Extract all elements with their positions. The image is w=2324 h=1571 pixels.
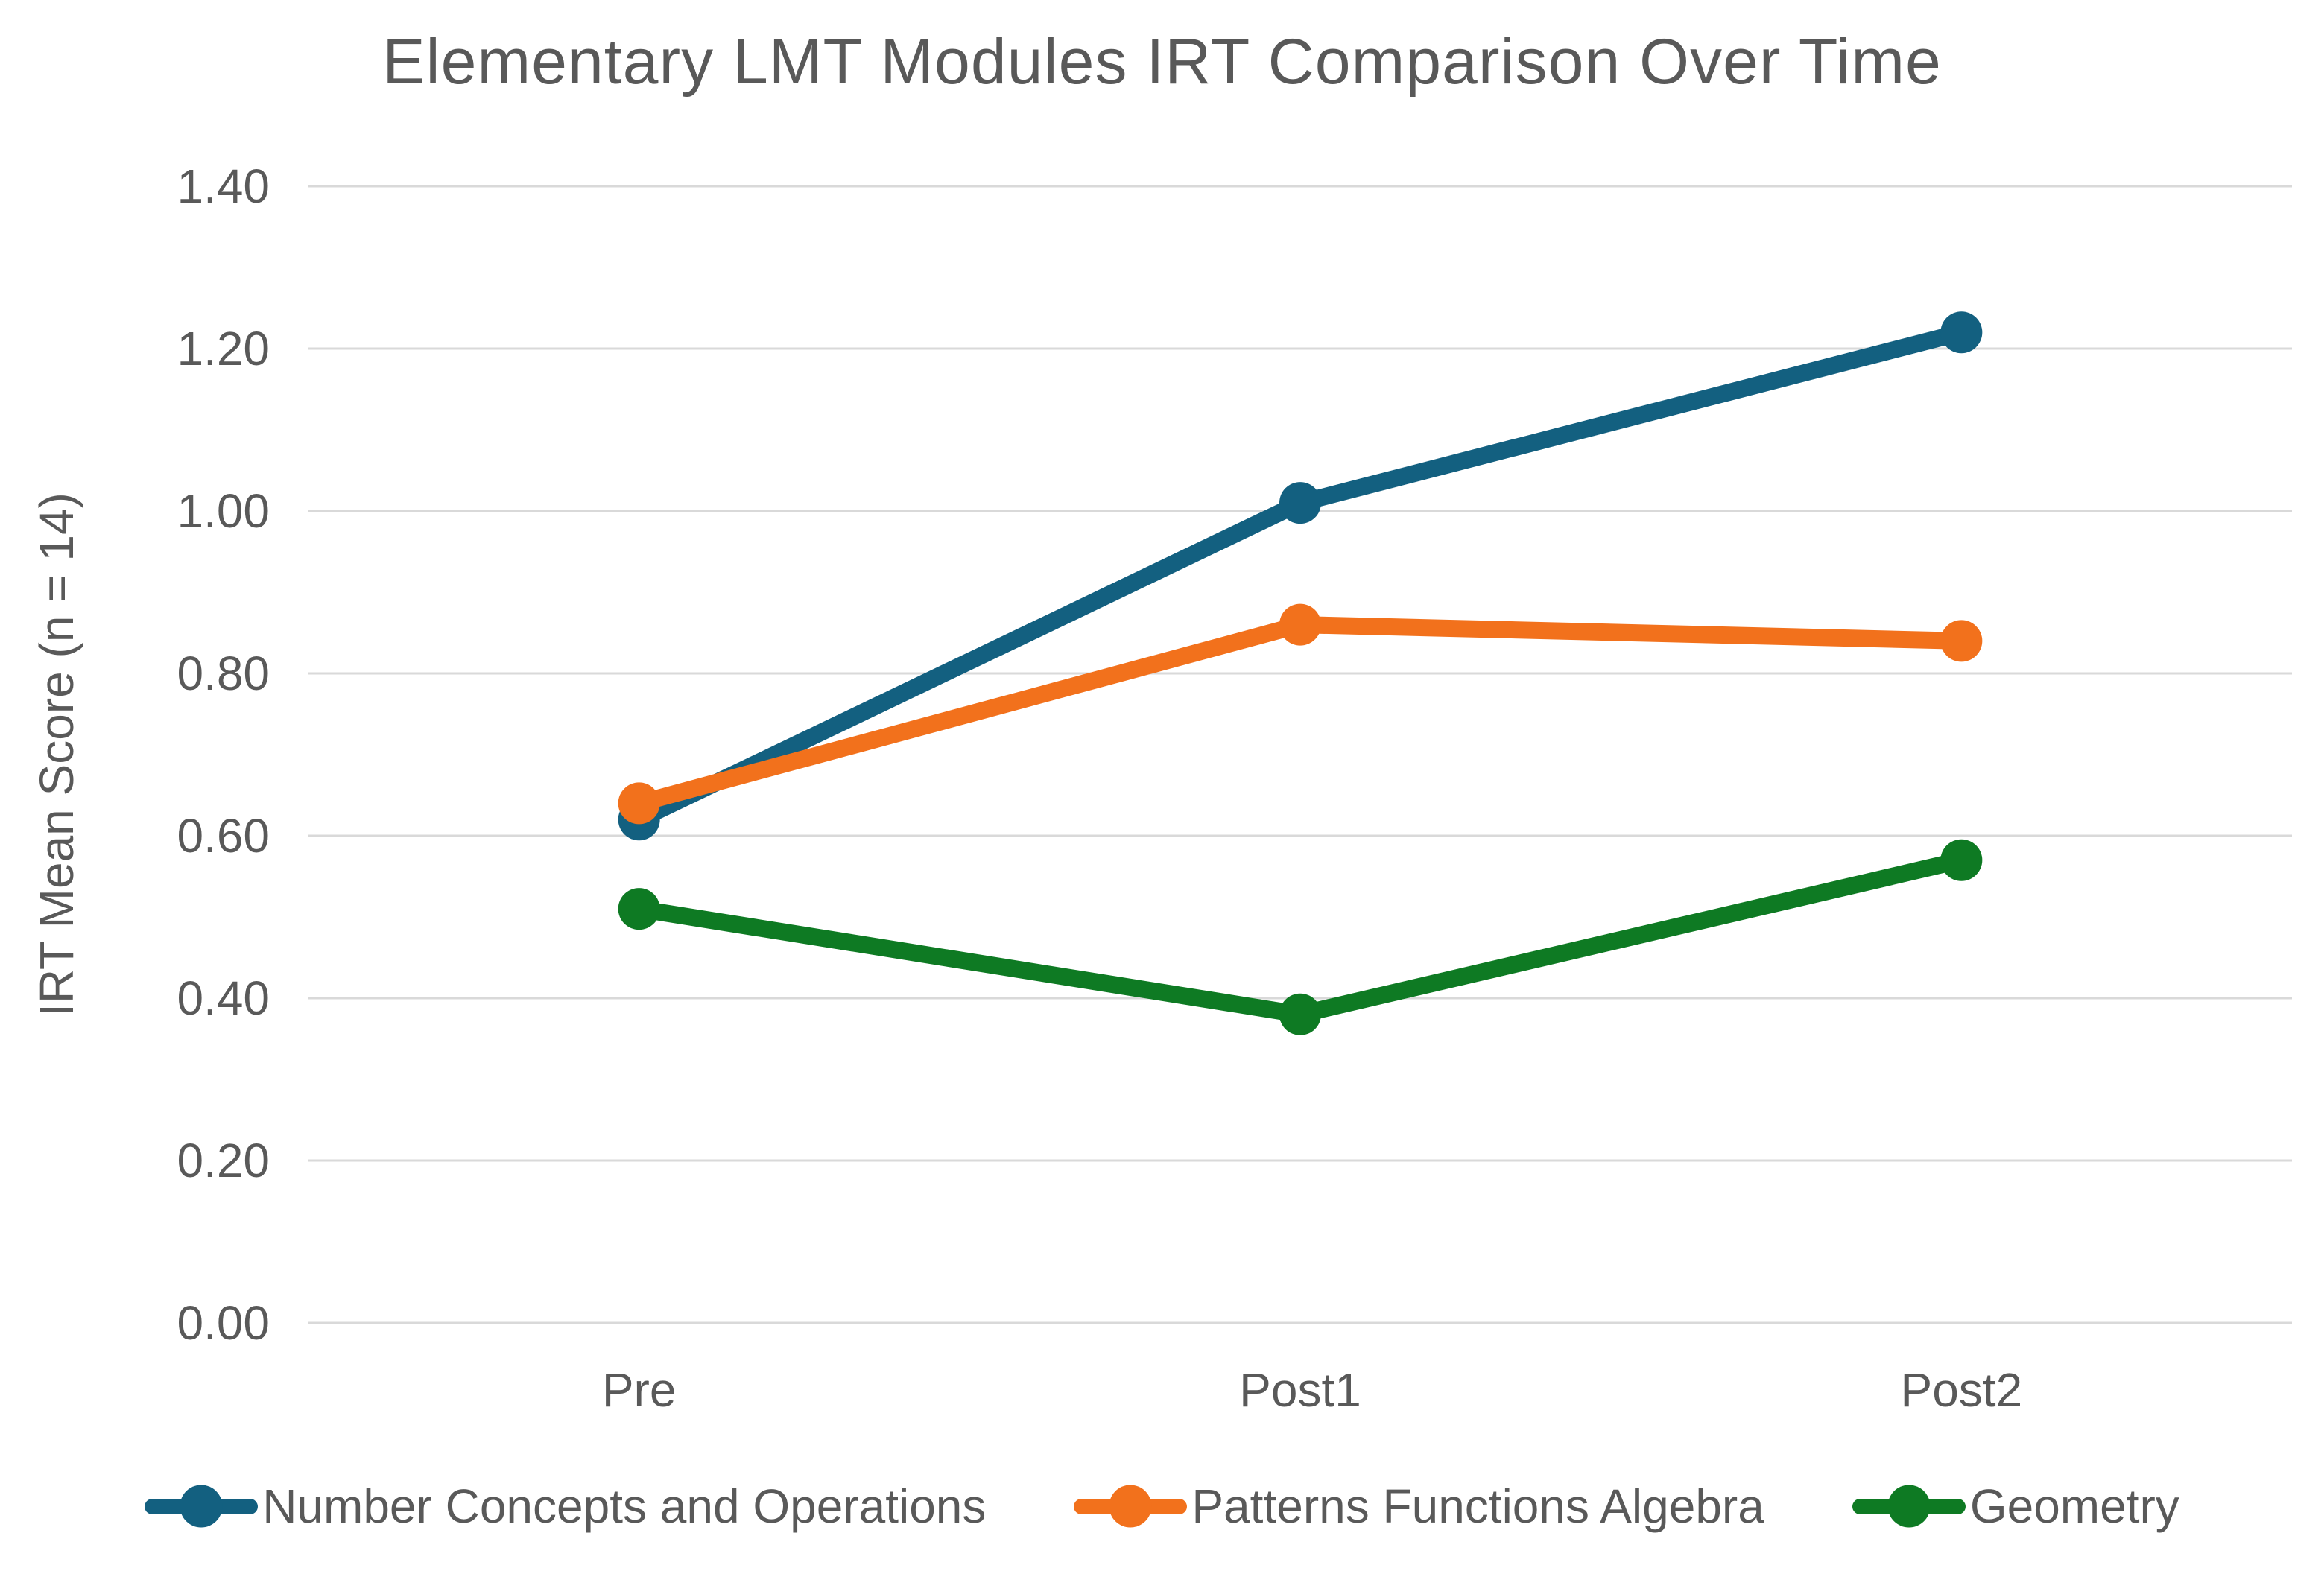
data-point-geometry-post2 — [1940, 839, 1983, 881]
y-tick-label-1.40: 1.40 — [177, 159, 270, 213]
legend-label-geometry: Geometry — [1969, 1479, 2179, 1533]
series-line-geometry — [630, 851, 1970, 1023]
legend-dot-icon — [1109, 1485, 1152, 1528]
legend-entry-geometry: Geometry — [1852, 1479, 2179, 1534]
legend-line-marker-icon — [1852, 1485, 1966, 1528]
y-tick-label-0.00: 0.00 — [177, 1296, 270, 1350]
x-category-label-post1: Post1 — [1239, 1363, 1361, 1417]
y-tick-label-0.40: 0.40 — [177, 971, 270, 1025]
x-category-label-post2: Post2 — [1900, 1363, 2023, 1417]
legend-label-number-concepts-and-operations: Number Concepts and Operations — [262, 1479, 987, 1533]
legend-label-patterns-functions-algebra: Patterns Functions Algebra — [1191, 1479, 1764, 1533]
data-point-patterns-functions-algebra-post1 — [1279, 603, 1321, 646]
legend-entry-number-concepts-and-operations: Number Concepts and Operations — [145, 1479, 986, 1534]
data-point-geometry-pre — [618, 888, 660, 930]
data-point-number-concepts-and-operations-post1 — [1279, 482, 1321, 524]
data-point-number-concepts-and-operations-post2 — [1940, 311, 1983, 354]
y-tick-label-0.60: 0.60 — [177, 809, 270, 863]
data-point-geometry-post1 — [1279, 993, 1321, 1035]
y-tick-label-0.80: 0.80 — [177, 647, 270, 700]
legend-entry-patterns-functions-algebra: Patterns Functions Algebra — [1074, 1479, 1764, 1534]
legend-line-marker-icon — [145, 1485, 259, 1528]
data-point-patterns-functions-algebra-pre — [618, 782, 660, 825]
y-tick-label-1.20: 1.20 — [177, 322, 270, 375]
legend: Number Concepts and Operations Patterns F… — [0, 1479, 2324, 1534]
chart-title: Elementary LMT Modules IRT Comparison Ov… — [382, 26, 1942, 98]
legend-dot-icon — [180, 1485, 223, 1528]
data-point-patterns-functions-algebra-post2 — [1940, 620, 1983, 662]
y-tick-label-0.20: 0.20 — [177, 1134, 270, 1187]
x-category-label-pre: Pre — [601, 1363, 677, 1417]
legend-dot-icon — [1887, 1485, 1931, 1528]
series-line-patterns-functions-algebra — [630, 616, 1970, 812]
y-tick-label-1.00: 1.00 — [177, 484, 270, 538]
legend-line-marker-icon — [1074, 1485, 1188, 1528]
